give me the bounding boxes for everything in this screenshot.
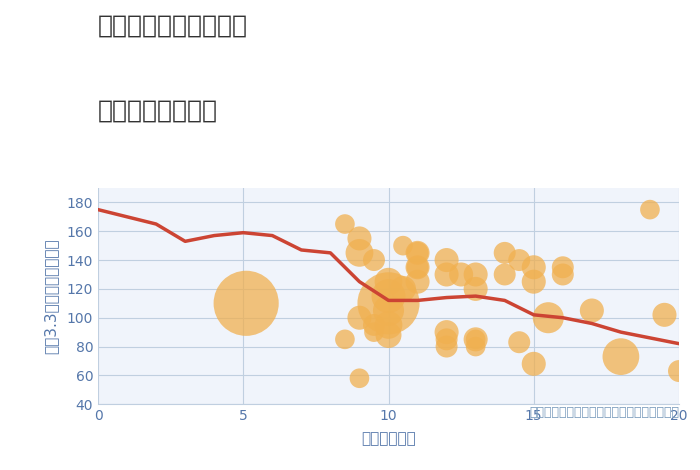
Point [383, 278, 394, 285]
X-axis label: 駅距離（分）: 駅距離（分） [361, 431, 416, 446]
Point [412, 264, 423, 271]
Text: 東京都小金井市中町の: 東京都小金井市中町の [98, 14, 248, 38]
Point [528, 360, 539, 368]
Point [383, 299, 394, 307]
Point [456, 271, 467, 278]
Point [412, 249, 423, 257]
Point [354, 375, 365, 382]
Point [340, 220, 351, 228]
Point [470, 336, 482, 343]
Point [514, 338, 525, 346]
Point [354, 249, 365, 257]
Point [354, 235, 365, 242]
Point [383, 307, 394, 314]
Text: 駅距離別土地価格: 駅距離別土地価格 [98, 99, 218, 123]
Point [499, 249, 510, 257]
Point [412, 264, 423, 271]
Point [441, 329, 452, 336]
Point [587, 307, 598, 314]
Point [470, 285, 482, 293]
Point [470, 343, 482, 350]
Point [368, 329, 379, 336]
Point [441, 343, 452, 350]
Text: 円の大きさは、取引のあった物件面積を示す: 円の大きさは、取引のあった物件面積を示す [529, 407, 679, 419]
Point [412, 249, 423, 257]
Point [615, 353, 626, 360]
Point [383, 331, 394, 339]
Point [528, 278, 539, 285]
Point [412, 278, 423, 285]
Point [441, 271, 452, 278]
Point [470, 271, 482, 278]
Point [470, 336, 482, 343]
Point [499, 271, 510, 278]
Point [557, 271, 568, 278]
Point [528, 264, 539, 271]
Point [340, 336, 351, 343]
Point [645, 206, 656, 213]
Point [542, 314, 554, 321]
Point [383, 292, 394, 300]
Point [368, 321, 379, 329]
Point [368, 256, 379, 264]
Y-axis label: 坪（3.3㎡）単価（万円）: 坪（3.3㎡）単価（万円） [43, 238, 58, 354]
Point [557, 264, 568, 271]
Point [673, 367, 685, 375]
Point [383, 321, 394, 329]
Point [241, 299, 252, 307]
Point [659, 311, 670, 319]
Point [398, 242, 409, 250]
Point [441, 336, 452, 343]
Point [354, 314, 365, 321]
Point [441, 256, 452, 264]
Point [514, 256, 525, 264]
Point [398, 285, 409, 293]
